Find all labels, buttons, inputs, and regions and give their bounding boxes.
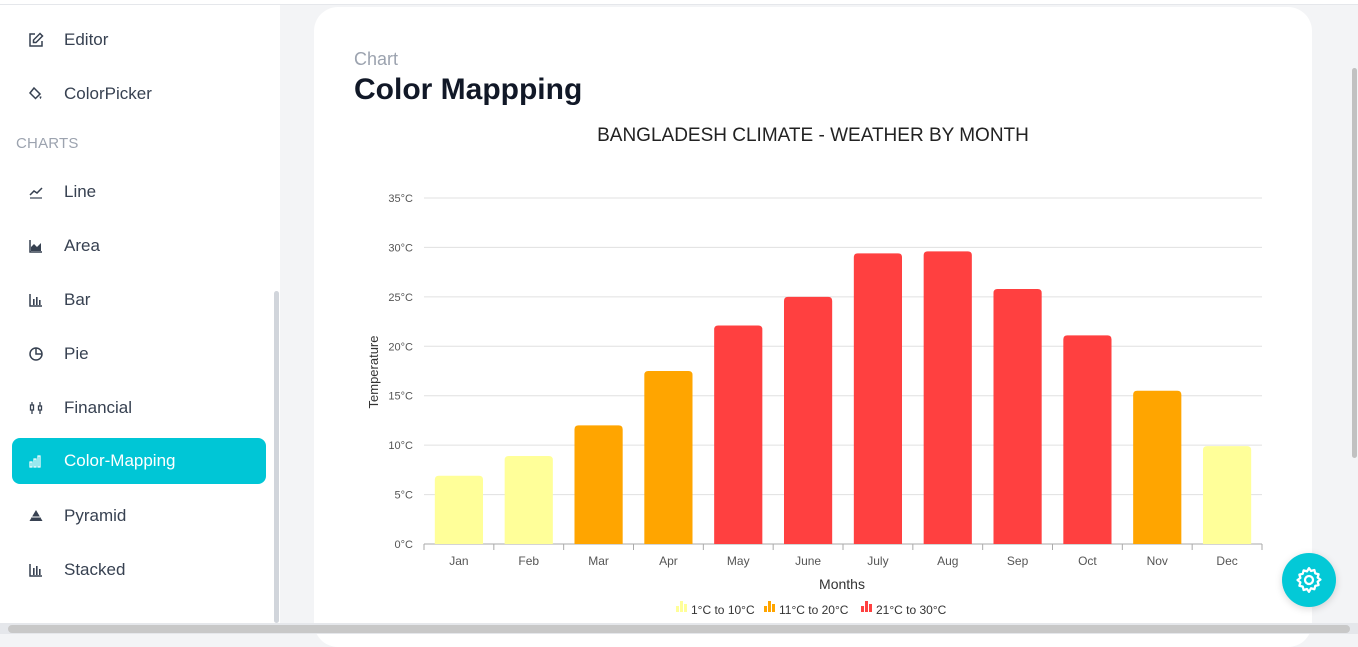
sidebar-item-colorpicker[interactable]: ColorPicker [12, 71, 266, 117]
legend-label: 1°C to 10°C [691, 603, 755, 617]
sidebar-item-editor[interactable]: Editor [12, 17, 266, 63]
bar [993, 288, 1042, 544]
x-axis: Jan Feb Mar Apr May June July Aug Sep Oct Nov Dec [423, 544, 1263, 568]
edit-icon [28, 32, 44, 48]
legend-item[interactable]: 1°C to 10°C [676, 601, 755, 617]
sidebar-item-label: ColorPicker [64, 84, 152, 103]
color-mapping-chart: BANGLADESH CLIMATE - WEATHER BY MONTH 0°… [366, 125, 1263, 617]
line-chart-icon [28, 184, 44, 200]
legend-swatch [772, 604, 775, 612]
legend-swatch [869, 604, 872, 612]
sidebar-item-stacked[interactable]: Stacked [12, 547, 266, 593]
bar [714, 325, 763, 544]
legend-swatch [680, 601, 683, 612]
top-border [0, 0, 1358, 5]
x-tick-label: June [795, 554, 821, 568]
candlestick-icon [28, 400, 44, 416]
x-tick-label: Dec [1216, 554, 1237, 568]
sidebar-item-pyramid[interactable]: Pyramid [12, 493, 266, 539]
legend-label: 11°C to 20°C [779, 603, 849, 617]
legend-label: 21°C to 30°C [876, 603, 947, 617]
legend-item[interactable]: 11°C to 20°C [764, 601, 849, 617]
sidebar-item-label: Editor [64, 30, 109, 49]
sidebar-item-label: Area [64, 236, 100, 255]
sidebar-scrollbar[interactable] [274, 291, 279, 623]
legend-swatch [861, 606, 864, 612]
legend-swatch [684, 604, 687, 612]
sidebar-item-label: Financial [64, 398, 133, 417]
pyramid-icon [28, 508, 44, 524]
y-tick-label: 0°C [395, 539, 414, 551]
bar [923, 251, 972, 544]
x-tick-label: Aug [937, 554, 958, 568]
y-tick-label: 5°C [395, 490, 414, 502]
x-tick-label: Sep [1007, 554, 1029, 568]
x-tick-label: Mar [588, 554, 609, 568]
x-tick-label: May [727, 554, 750, 568]
legend-swatch [768, 601, 771, 612]
page-title: Color Mappping [354, 73, 583, 106]
sidebar-item-area[interactable]: Area [12, 223, 266, 269]
bar [1063, 335, 1112, 544]
y-tick-label: 10°C [388, 440, 413, 452]
y-axis-label: Temperature [366, 336, 381, 409]
x-tick-label: Oct [1078, 554, 1097, 568]
legend-item[interactable]: 21°C to 30°C [861, 601, 947, 617]
x-tick-label: Feb [518, 554, 539, 568]
breadcrumb: Chart [354, 49, 399, 69]
y-tick-label: 25°C [388, 292, 413, 304]
sidebar-item-pie[interactable]: Pie [12, 331, 266, 377]
x-axis-label: Months [819, 576, 865, 592]
settings-button[interactable] [1282, 553, 1336, 607]
sidebar-item-bar[interactable]: Bar [12, 277, 266, 323]
y-axis: 0°C 5°C 10°C 15°C 20°C 25°C 30°C 35°C [388, 193, 413, 551]
pie-chart-icon [28, 346, 44, 362]
y-tick-label: 35°C [388, 193, 413, 205]
horizontal-scrollbar-track[interactable] [0, 623, 1358, 634]
sidebar-item-financial[interactable]: Financial [12, 385, 266, 431]
sidebar: Editor ColorPicker CHARTS Line Area Bar … [0, 5, 280, 623]
chart-bars [434, 251, 1252, 545]
bar [434, 475, 484, 544]
legend-swatch [676, 606, 679, 612]
x-tick-label: July [867, 554, 888, 568]
bar [783, 296, 833, 544]
legend-swatch [764, 606, 767, 612]
paint-bucket-icon [28, 86, 44, 102]
sidebar-item-label: Stacked [64, 560, 126, 579]
area-chart-icon [28, 238, 44, 254]
bar [1202, 446, 1252, 544]
bar [504, 456, 553, 544]
sidebar-item-line[interactable]: Line [12, 169, 266, 215]
chart-legend: 1°C to 10°C 11°C to 20°C 21°C to 30°C [676, 601, 947, 617]
bar [853, 253, 903, 545]
sidebar-item-label: Color-Mapping [64, 451, 176, 470]
y-tick-label: 15°C [388, 391, 413, 403]
x-tick-label: Apr [659, 554, 678, 568]
horizontal-scrollbar-thumb[interactable] [8, 625, 1350, 633]
stacked-chart-icon [28, 562, 44, 578]
bar [644, 371, 693, 544]
legend-swatch [865, 601, 868, 612]
charts-section-label: CHARTS [16, 135, 79, 152]
y-tick-label: 30°C [388, 242, 413, 254]
x-tick-label: Jan [449, 554, 468, 568]
bar [1133, 390, 1182, 544]
sidebar-item-color-mapping[interactable]: Color-Mapping [12, 438, 266, 484]
sidebar-item-label: Pyramid [64, 506, 127, 525]
sidebar-item-label: Line [64, 182, 97, 201]
gear-icon [1296, 567, 1322, 593]
sidebar-item-label: Pie [64, 344, 89, 363]
bar-chart-icon [28, 292, 44, 308]
sidebar-item-label: Bar [64, 290, 91, 309]
x-tick-label: Nov [1147, 554, 1168, 568]
bar-chart-icon [28, 453, 44, 469]
y-tick-label: 20°C [388, 341, 413, 353]
chart-title: BANGLADESH CLIMATE - WEATHER BY MONTH [597, 125, 1029, 146]
bar [574, 425, 623, 544]
page-scrollbar[interactable] [1352, 68, 1357, 458]
